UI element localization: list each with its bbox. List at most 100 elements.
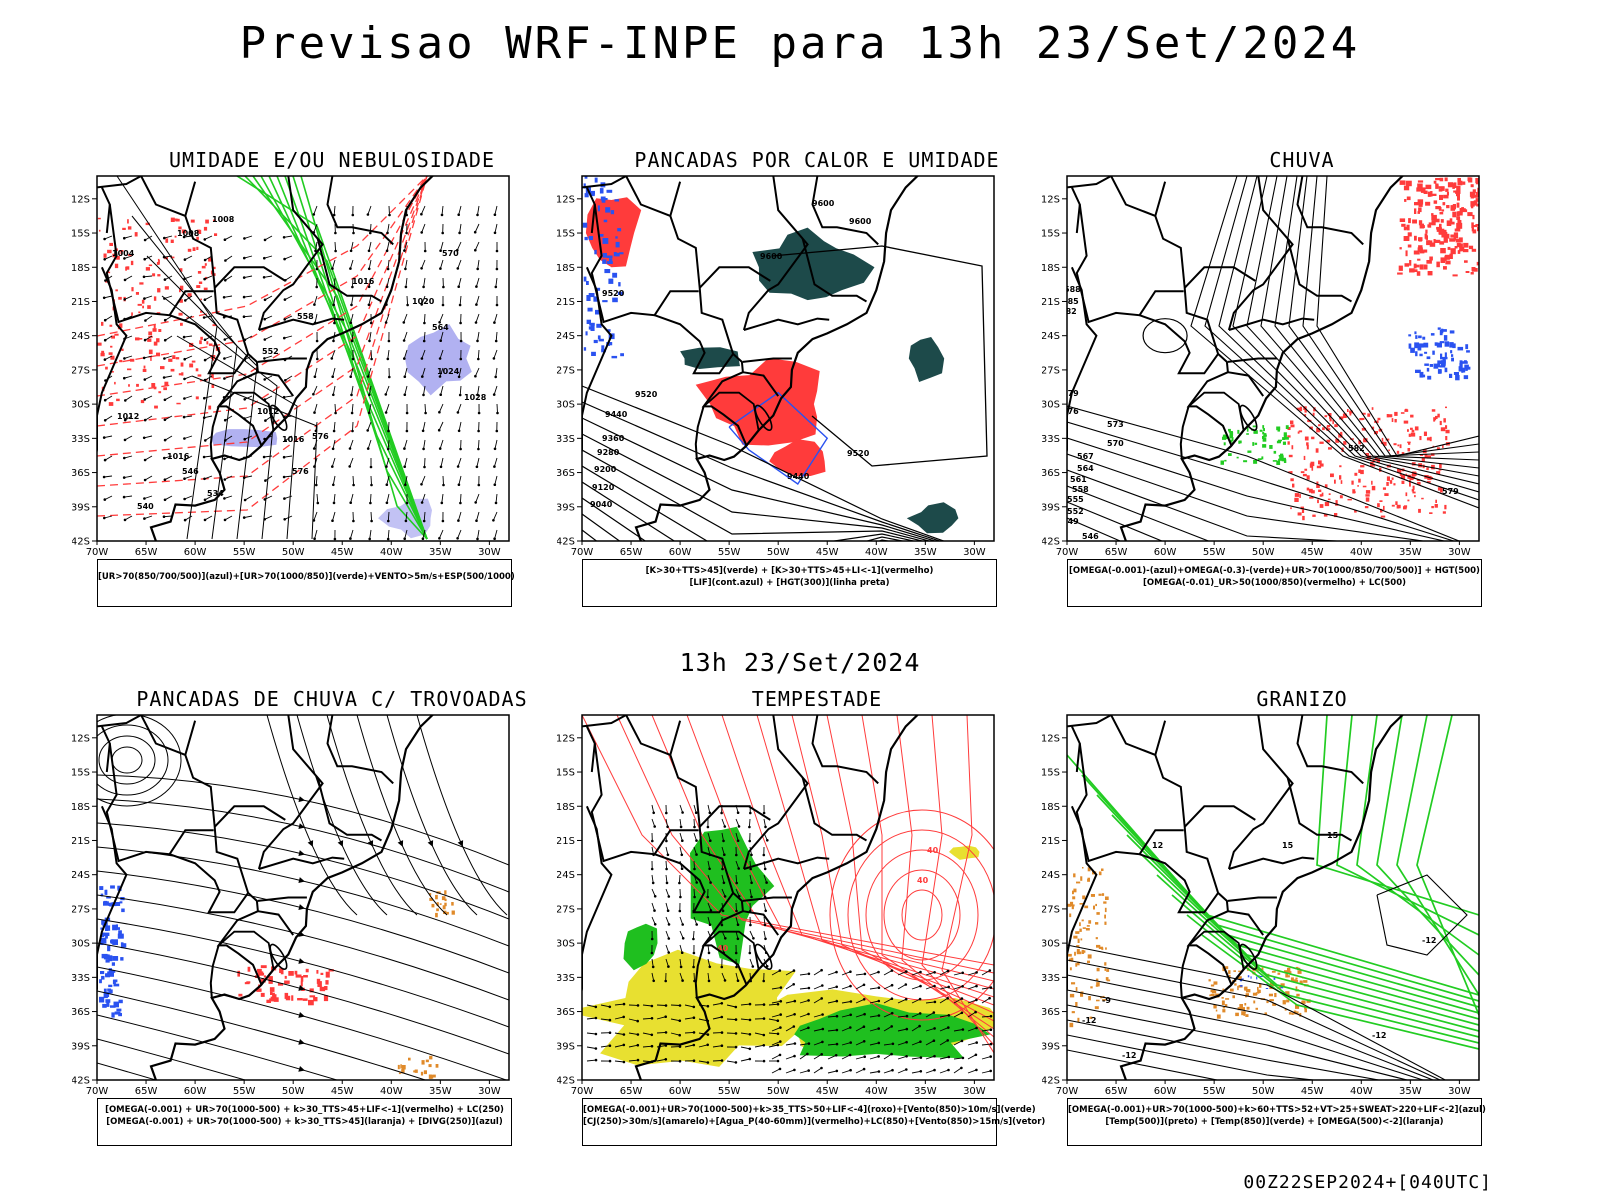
wind-vector xyxy=(124,275,133,281)
temp850-contour xyxy=(1396,715,1479,996)
wind-vector-head xyxy=(708,811,712,815)
red-speckle xyxy=(122,227,126,230)
red-speckle xyxy=(1443,239,1448,243)
red-speckle xyxy=(1290,420,1294,425)
lon-label: 35W xyxy=(914,1086,937,1097)
border-line xyxy=(257,357,307,363)
red-speckle xyxy=(247,966,251,972)
contour-label: 9520 xyxy=(602,289,625,298)
wind-vector xyxy=(855,1068,865,1074)
wind-vector xyxy=(735,832,739,841)
wind-vector xyxy=(204,375,213,381)
red-speckle xyxy=(1435,499,1437,503)
wind-vector-head xyxy=(422,339,426,343)
wind-vector-head xyxy=(820,997,823,1000)
wind-vector xyxy=(316,493,319,504)
wind-vector-head xyxy=(282,455,286,459)
red-speckle xyxy=(1424,454,1428,459)
wind-vector-head xyxy=(724,937,727,940)
wind-vector xyxy=(477,205,480,215)
streamline-arrow xyxy=(367,840,374,847)
red-speckle xyxy=(1326,439,1331,443)
red-speckle xyxy=(1290,507,1292,510)
lif-contour-mark xyxy=(605,207,611,213)
lif-contour-mark xyxy=(618,282,621,287)
red-speckle xyxy=(125,266,127,271)
red-speckle xyxy=(1391,477,1394,480)
red-speckle xyxy=(1365,494,1370,497)
wind-vector xyxy=(721,972,726,981)
streamline xyxy=(97,894,509,1001)
red-speckle xyxy=(179,268,183,272)
wind-vector xyxy=(284,515,293,520)
wind-vector-head xyxy=(370,357,373,361)
wind-vector xyxy=(264,355,273,359)
wind-vector xyxy=(869,1028,879,1032)
red-speckle xyxy=(300,981,303,987)
streamline-arrow xyxy=(457,840,464,847)
wind-vector xyxy=(164,275,173,281)
red-speckle xyxy=(1388,449,1390,452)
jet-area xyxy=(949,845,980,860)
wind-vector xyxy=(586,1046,596,1049)
red-speckle xyxy=(164,381,169,386)
red-speckle xyxy=(1287,427,1291,430)
wind-vector-head xyxy=(403,375,407,378)
blue-speckle xyxy=(1273,977,1276,980)
wind-vector xyxy=(869,1000,879,1004)
wind-vector-head xyxy=(947,1055,951,1059)
wind-vector-head xyxy=(807,999,810,1002)
wind-vector xyxy=(953,1067,962,1074)
height-contour xyxy=(771,245,988,467)
wind-vector xyxy=(224,495,233,499)
red-speckle xyxy=(153,324,156,329)
lif-contour-mark xyxy=(604,269,611,274)
orange-speckle xyxy=(1072,896,1076,900)
wind-vector-head xyxy=(349,249,353,253)
orange-speckle xyxy=(1259,983,1262,988)
wind-vector-head xyxy=(835,1014,839,1018)
orange-speckle xyxy=(1228,970,1231,974)
orange-speckle xyxy=(1086,925,1090,927)
red-speckle xyxy=(203,226,208,231)
wind-vector xyxy=(735,902,737,912)
wind-vector xyxy=(721,832,724,841)
red-speckle xyxy=(1399,444,1402,449)
border-line xyxy=(801,777,868,842)
wind-vector xyxy=(679,804,684,813)
orange-speckle xyxy=(1082,867,1084,869)
red-speckle xyxy=(1429,256,1433,261)
wind-vector-head xyxy=(974,1010,977,1014)
lat-label: 39S xyxy=(557,1041,575,1052)
wind-vector xyxy=(244,295,253,298)
green-speckle xyxy=(1222,434,1228,439)
wind-vector xyxy=(707,832,711,841)
wind-vector xyxy=(386,475,390,485)
wind-vector-head xyxy=(369,465,373,469)
border-line xyxy=(1139,314,1219,375)
wind-vector-head xyxy=(143,378,147,381)
streamline-arrow xyxy=(307,840,314,847)
wind-vector xyxy=(204,495,213,501)
lat-label: 36S xyxy=(72,1007,90,1018)
wind-vector xyxy=(763,874,768,883)
wind-vector-head xyxy=(665,839,668,843)
wind-vector-head xyxy=(243,256,246,260)
lif-contour-mark xyxy=(600,196,606,201)
border-line xyxy=(326,176,394,246)
red-speckle xyxy=(1445,188,1449,192)
red-speckle xyxy=(1315,448,1319,453)
lon-label: 70W xyxy=(86,1086,109,1097)
red-speckle xyxy=(1467,177,1471,182)
red-speckle xyxy=(1471,222,1474,229)
wind-vector-head xyxy=(667,965,670,968)
orange-speckle xyxy=(1246,989,1251,993)
wind-vector-head xyxy=(222,296,226,299)
streamline-arrow xyxy=(298,985,305,991)
wind-vector-head xyxy=(636,1043,640,1047)
contour-label: -12 xyxy=(1122,1051,1136,1060)
orange-speckle xyxy=(1104,907,1107,913)
border-line xyxy=(742,357,792,363)
orange-speckle xyxy=(1067,953,1072,957)
wind-vector xyxy=(855,984,865,990)
